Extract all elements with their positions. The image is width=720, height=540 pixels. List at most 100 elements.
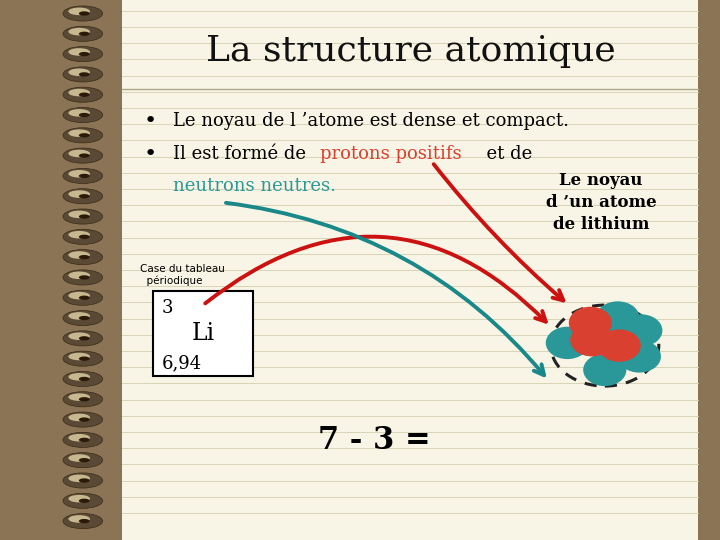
FancyArrowPatch shape bbox=[226, 203, 544, 375]
Text: •: • bbox=[144, 144, 157, 164]
Ellipse shape bbox=[63, 209, 103, 224]
Ellipse shape bbox=[68, 28, 90, 36]
Ellipse shape bbox=[63, 188, 103, 204]
Text: Case du tableau
  périodique: Case du tableau périodique bbox=[140, 264, 225, 287]
Ellipse shape bbox=[79, 458, 90, 462]
Ellipse shape bbox=[68, 8, 90, 15]
Ellipse shape bbox=[63, 453, 103, 468]
Ellipse shape bbox=[68, 333, 90, 340]
Text: •: • bbox=[144, 111, 157, 132]
Text: Li: Li bbox=[192, 322, 215, 345]
Ellipse shape bbox=[79, 113, 90, 117]
Circle shape bbox=[598, 329, 641, 362]
Text: La structure atomique: La structure atomique bbox=[205, 35, 616, 68]
FancyArrowPatch shape bbox=[433, 164, 563, 300]
Ellipse shape bbox=[79, 295, 90, 300]
Ellipse shape bbox=[63, 331, 103, 346]
Ellipse shape bbox=[63, 249, 103, 265]
Ellipse shape bbox=[79, 417, 90, 422]
Ellipse shape bbox=[79, 478, 90, 483]
Ellipse shape bbox=[79, 356, 90, 361]
Text: 3: 3 bbox=[162, 299, 174, 317]
Text: protons positifs: protons positifs bbox=[320, 145, 462, 163]
Circle shape bbox=[618, 340, 661, 373]
Ellipse shape bbox=[79, 214, 90, 219]
Ellipse shape bbox=[79, 336, 90, 341]
Ellipse shape bbox=[68, 272, 90, 279]
Ellipse shape bbox=[63, 351, 103, 366]
Ellipse shape bbox=[79, 11, 90, 16]
Ellipse shape bbox=[79, 235, 90, 239]
Ellipse shape bbox=[79, 32, 90, 36]
Ellipse shape bbox=[79, 438, 90, 442]
Ellipse shape bbox=[63, 270, 103, 285]
Ellipse shape bbox=[63, 230, 103, 245]
Ellipse shape bbox=[79, 255, 90, 259]
Ellipse shape bbox=[79, 174, 90, 178]
Ellipse shape bbox=[63, 6, 103, 21]
Ellipse shape bbox=[79, 133, 90, 138]
Ellipse shape bbox=[68, 373, 90, 381]
Ellipse shape bbox=[63, 46, 103, 62]
Ellipse shape bbox=[63, 372, 103, 387]
Ellipse shape bbox=[68, 150, 90, 157]
Ellipse shape bbox=[79, 397, 90, 401]
Ellipse shape bbox=[63, 26, 103, 42]
Ellipse shape bbox=[79, 316, 90, 320]
Ellipse shape bbox=[68, 434, 90, 442]
Circle shape bbox=[570, 324, 613, 356]
Ellipse shape bbox=[63, 493, 103, 508]
Text: Le noyau de l ’atome est dense et compact.: Le noyau de l ’atome est dense et compac… bbox=[173, 112, 569, 131]
Ellipse shape bbox=[68, 211, 90, 218]
Text: et de: et de bbox=[475, 145, 533, 163]
Ellipse shape bbox=[63, 473, 103, 488]
Ellipse shape bbox=[79, 498, 90, 503]
Ellipse shape bbox=[63, 290, 103, 305]
Ellipse shape bbox=[63, 412, 103, 427]
Ellipse shape bbox=[68, 251, 90, 259]
Ellipse shape bbox=[68, 312, 90, 320]
Ellipse shape bbox=[63, 392, 103, 407]
Ellipse shape bbox=[68, 414, 90, 421]
Ellipse shape bbox=[63, 433, 103, 448]
Ellipse shape bbox=[79, 519, 90, 523]
FancyArrowPatch shape bbox=[205, 237, 546, 322]
Circle shape bbox=[619, 314, 662, 347]
Circle shape bbox=[546, 327, 589, 359]
Ellipse shape bbox=[63, 128, 103, 143]
Bar bbox=[698, 0, 720, 540]
Ellipse shape bbox=[63, 107, 103, 123]
Text: Il est formé de: Il est formé de bbox=[173, 145, 312, 163]
Text: 7 - 3 =: 7 - 3 = bbox=[318, 424, 431, 456]
Ellipse shape bbox=[68, 130, 90, 137]
Ellipse shape bbox=[68, 475, 90, 482]
Ellipse shape bbox=[68, 190, 90, 198]
Text: 6,94: 6,94 bbox=[162, 354, 202, 373]
Ellipse shape bbox=[68, 515, 90, 523]
Ellipse shape bbox=[63, 67, 103, 82]
Ellipse shape bbox=[68, 109, 90, 117]
FancyBboxPatch shape bbox=[153, 291, 253, 376]
Ellipse shape bbox=[63, 168, 103, 184]
Ellipse shape bbox=[79, 72, 90, 77]
Ellipse shape bbox=[68, 69, 90, 76]
Circle shape bbox=[583, 354, 626, 386]
Ellipse shape bbox=[68, 292, 90, 299]
Ellipse shape bbox=[63, 514, 103, 529]
Bar bbox=[122, 0, 698, 540]
Ellipse shape bbox=[63, 87, 103, 102]
Text: neutrons neutres.: neutrons neutres. bbox=[173, 177, 336, 195]
Ellipse shape bbox=[68, 353, 90, 360]
Circle shape bbox=[569, 307, 612, 339]
Ellipse shape bbox=[68, 393, 90, 401]
Ellipse shape bbox=[63, 148, 103, 163]
Ellipse shape bbox=[68, 170, 90, 178]
Ellipse shape bbox=[79, 275, 90, 280]
Ellipse shape bbox=[68, 454, 90, 462]
Text: Le noyau
d ’un atome
de lithium: Le noyau d ’un atome de lithium bbox=[546, 172, 657, 233]
Ellipse shape bbox=[68, 89, 90, 96]
Circle shape bbox=[596, 301, 639, 334]
Ellipse shape bbox=[79, 194, 90, 198]
Ellipse shape bbox=[68, 48, 90, 56]
Ellipse shape bbox=[68, 231, 90, 239]
